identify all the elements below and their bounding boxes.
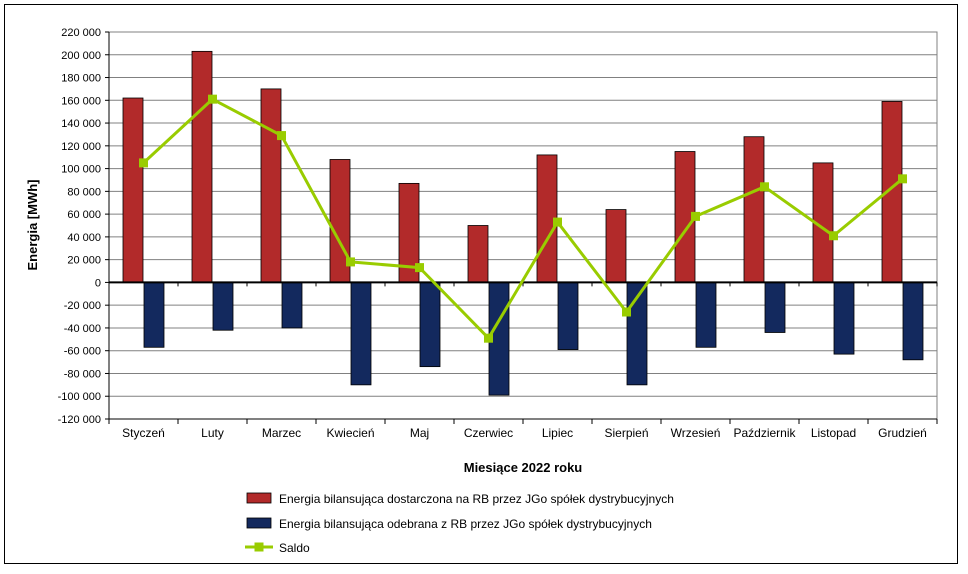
x-tick-label: Kwiecień [326, 426, 374, 440]
bar-received [764, 282, 786, 333]
bar-received [419, 282, 441, 368]
y-tick-label: -120 000 [58, 414, 101, 426]
x-tick-label: Czerwiec [464, 426, 513, 440]
x-axis-title: Miesiące 2022 roku [464, 460, 583, 475]
bar-delivered [467, 225, 489, 283]
saldo-marker [415, 263, 424, 273]
saldo-marker [484, 333, 493, 343]
y-tick-label: 20 000 [67, 255, 101, 267]
x-tick-label: Styczeń [122, 426, 165, 440]
legend-swatch-saldo-marker [254, 542, 264, 552]
x-tick-label: Listopad [811, 426, 856, 440]
saldo-marker [139, 158, 148, 168]
bar-received [833, 282, 855, 355]
y-tick-label: 160 000 [61, 95, 101, 107]
x-tick-label: Sierpień [604, 426, 648, 440]
saldo-line-group [139, 94, 907, 343]
saldo-marker [691, 211, 700, 221]
y-tick-label: 140 000 [61, 118, 101, 130]
legend-swatch-delivered [246, 492, 272, 504]
legend: Energia bilansująca dostarczona na RB pr… [245, 492, 674, 555]
saldo-line [142, 97, 904, 340]
x-tick-label: Marzec [262, 426, 301, 440]
y-tick-label: -20 000 [64, 300, 101, 312]
saldo-marker [760, 182, 769, 192]
x-tick-label: Wrzesień [671, 426, 721, 440]
y-axis: 220 000 200 000 180 000 160 000 140 000 120 0… [58, 27, 110, 426]
bar-received [557, 282, 579, 350]
y-tick-label: -40 000 [64, 323, 101, 335]
y-tick-label: 80 000 [67, 186, 101, 198]
bar-delivered [743, 136, 765, 283]
saldo-marker [622, 307, 631, 317]
y-tick-label: 40 000 [67, 232, 101, 244]
y-tick-label: 0 [95, 277, 101, 289]
legend-label: Saldo [279, 541, 310, 555]
y-tick-label: 200 000 [61, 50, 101, 62]
y-tick-label: 100 000 [61, 164, 101, 176]
x-tick-label: Maj [410, 426, 429, 440]
bars [122, 50, 924, 396]
saldo-marker [208, 94, 217, 104]
y-tick-label: -80 000 [64, 368, 101, 380]
x-axis: Styczeń Luty Marzec Kwiecień Maj Czerwiec Lipi… [108, 418, 938, 440]
legend-label: Energia bilansująca odebrana z RB przez … [279, 517, 652, 531]
saldo-marker [898, 174, 907, 184]
saldo-marker [277, 131, 286, 141]
saldo-marker [829, 231, 838, 241]
bar-received [902, 282, 924, 361]
bar-delivered [122, 97, 144, 283]
bar-received [143, 282, 165, 348]
bar-received [212, 282, 234, 331]
saldo-marker [553, 217, 562, 227]
bar-delivered [605, 209, 627, 283]
y-tick-label: 120 000 [61, 141, 101, 153]
x-tick-label: Grudzień [878, 426, 927, 440]
y-axis-title: Energia [MWh] [25, 180, 40, 271]
bar-received [350, 282, 372, 386]
legend-swatch-received [246, 517, 272, 529]
saldo-marker [346, 257, 355, 267]
bar-delivered [191, 50, 213, 283]
bar-delivered [260, 88, 282, 283]
y-tick-label: 180 000 [61, 73, 101, 85]
gridlines [109, 54, 937, 397]
plot-area [108, 31, 938, 420]
bar-received [695, 282, 717, 348]
x-tick-label: Październik [733, 426, 796, 440]
x-tick-label: Luty [201, 426, 224, 440]
y-tick-label: -100 000 [58, 391, 101, 403]
bar-received [281, 282, 303, 329]
x-tick-label: Lipiec [542, 426, 573, 440]
y-tick-label: 60 000 [67, 209, 101, 221]
y-tick-label: -60 000 [64, 346, 101, 358]
y-tick-label: 220 000 [61, 27, 101, 39]
legend-label: Energia bilansująca dostarczona na RB pr… [279, 492, 674, 506]
